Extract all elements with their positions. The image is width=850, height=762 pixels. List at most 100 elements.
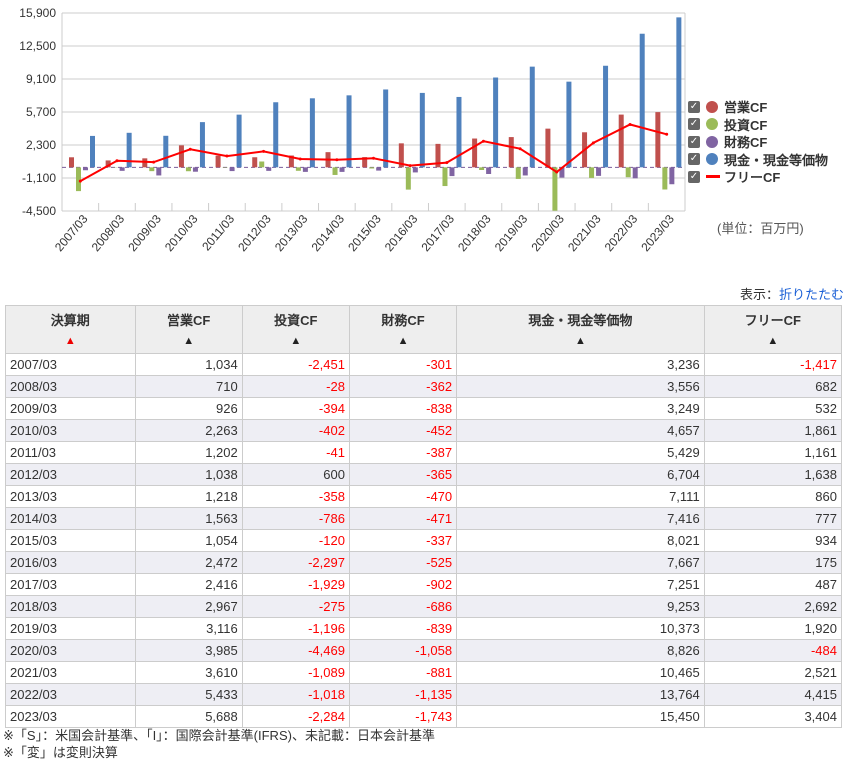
bar-operating [435, 143, 441, 168]
free-cf-point [481, 139, 485, 143]
table-row: 2007/03 1,034 -2,451 -301 3,236 -1,417 [5, 353, 843, 376]
table-row: 2019/03 3,116 -1,196 -839 10,373 1,920 [5, 617, 843, 640]
table-cell: 1,920 [703, 617, 843, 640]
x-tick-label: 2023/03 [638, 212, 677, 254]
checkbox-icon[interactable]: ✓ [688, 135, 700, 148]
table-row: 2011/03 1,202 -41 -387 5,429 1,161 [5, 441, 843, 464]
bar-financing [229, 167, 235, 172]
bar-investing [332, 167, 338, 175]
legend-item[interactable]: ✓ 投資CF [688, 116, 828, 134]
legend-item[interactable]: ✓ フリーCF [688, 168, 828, 186]
table-cell: 13,764 [456, 683, 705, 706]
table-cell: 2,521 [703, 661, 843, 684]
bar-financing [339, 167, 345, 172]
bar-investing [149, 167, 155, 172]
table-cell: -881 [348, 661, 458, 684]
free-cf-point [335, 158, 339, 162]
table-cell: 3,249 [456, 397, 705, 420]
column-header[interactable]: フリーCF ▲ [703, 305, 843, 354]
legend-label: フリーCF [724, 170, 781, 186]
table-cell: 3,116 [134, 617, 243, 640]
x-tick-label: 2014/03 [309, 212, 348, 254]
table-row: 2018/03 2,967 -275 -686 9,253 2,692 [5, 595, 843, 618]
bar-financing [302, 167, 308, 172]
sort-arrow-icon[interactable]: ▲ [397, 335, 409, 347]
bar-cash [199, 122, 205, 168]
table-cell: 682 [703, 375, 843, 398]
sort-arrow-icon[interactable]: ▲ [574, 335, 586, 347]
column-header[interactable]: 営業CF ▲ [134, 305, 243, 354]
table-cell: 15,450 [456, 705, 705, 728]
legend-label: 財務CF [724, 135, 768, 151]
sort-arrow-icon[interactable]: ▲ [64, 335, 76, 347]
checkbox-icon[interactable]: ✓ [688, 118, 700, 131]
table-cell: -786 [241, 507, 350, 530]
table-cell: -452 [348, 419, 458, 442]
table-cell: 2,263 [134, 419, 243, 442]
column-header[interactable]: 現金・現金等価物 ▲ [456, 305, 705, 354]
collapse-link[interactable]: 折りたたむ [778, 287, 844, 302]
bar-investing [515, 167, 521, 179]
sort-arrow-icon[interactable]: ▲ [767, 335, 779, 347]
checkbox-icon[interactable]: ✓ [688, 100, 700, 113]
table-cell: -1,135 [348, 683, 458, 706]
bar-financing [119, 167, 125, 171]
table-cell: -525 [348, 551, 458, 574]
table-cell: -1,089 [241, 661, 350, 684]
sort-arrow-icon[interactable]: ▲ [183, 335, 195, 347]
bar-financing [486, 167, 492, 174]
table-cell: 1,161 [703, 441, 843, 464]
table-row: 2009/03 926 -394 -838 3,249 532 [5, 397, 843, 420]
table-cell: 2009/03 [5, 397, 136, 420]
x-tick-label: 2019/03 [492, 212, 531, 254]
table-row: 2010/03 2,263 -402 -452 4,657 1,861 [5, 419, 843, 442]
column-header[interactable]: 財務CF ▲ [348, 305, 458, 354]
bar-investing [185, 167, 191, 172]
bar-investing [625, 167, 631, 178]
table-cell: 3,236 [456, 353, 705, 376]
bar-operating [105, 160, 111, 168]
y-tick-label: 5,700 [26, 105, 56, 119]
table-cell: 2010/03 [5, 419, 136, 442]
y-tick-label: 2,300 [26, 138, 56, 152]
y-tick-label: 9,100 [26, 72, 56, 86]
table-cell: -1,417 [703, 353, 843, 376]
table-cell: 926 [134, 397, 243, 420]
table-cell: -28 [241, 375, 350, 398]
x-tick-label: 2016/03 [382, 212, 421, 254]
bar-operating [362, 157, 368, 168]
table-cell: 2,416 [134, 573, 243, 596]
table-row: 2017/03 2,416 -1,929 -902 7,251 487 [5, 573, 843, 596]
table-cell: 10,373 [456, 617, 705, 640]
y-tick-label: 15,900 [19, 6, 56, 20]
table-cell: 7,416 [456, 507, 705, 530]
checkbox-icon[interactable]: ✓ [688, 153, 700, 166]
table-cell: -1,058 [348, 639, 458, 662]
table-cell: -394 [241, 397, 350, 420]
legend-item[interactable]: ✓ 財務CF [688, 133, 828, 151]
x-tick-label: 2007/03 [52, 212, 91, 254]
y-tick-label: -4,500 [22, 204, 56, 218]
table-cell: -275 [241, 595, 350, 618]
bar-financing [266, 167, 272, 171]
table-cell: 2008/03 [5, 375, 136, 398]
legend-item[interactable]: ✓ 営業CF [688, 98, 828, 116]
circle-swatch-icon [706, 100, 718, 113]
header-label: 現金・現金等価物 [528, 313, 633, 328]
bar-investing [552, 167, 558, 211]
bar-financing [83, 167, 88, 171]
circle-swatch-icon [706, 118, 718, 131]
bar-financing [376, 167, 382, 171]
table-cell: 2014/03 [5, 507, 136, 530]
column-header[interactable]: 決算期 ▲ [5, 305, 136, 354]
legend-item[interactable]: ✓ 現金・現金等価物 [688, 151, 828, 169]
checkbox-icon[interactable]: ✓ [688, 170, 700, 183]
table-cell: 4,657 [456, 419, 705, 442]
table-cell: -1,196 [241, 617, 350, 640]
toggle-label: 表示： [739, 287, 779, 302]
bar-financing [449, 167, 455, 177]
table-cell: 2017/03 [5, 573, 136, 596]
sort-arrow-icon[interactable]: ▲ [290, 335, 302, 347]
column-header[interactable]: 投資CF ▲ [241, 305, 350, 354]
free-cf-point [262, 149, 266, 153]
